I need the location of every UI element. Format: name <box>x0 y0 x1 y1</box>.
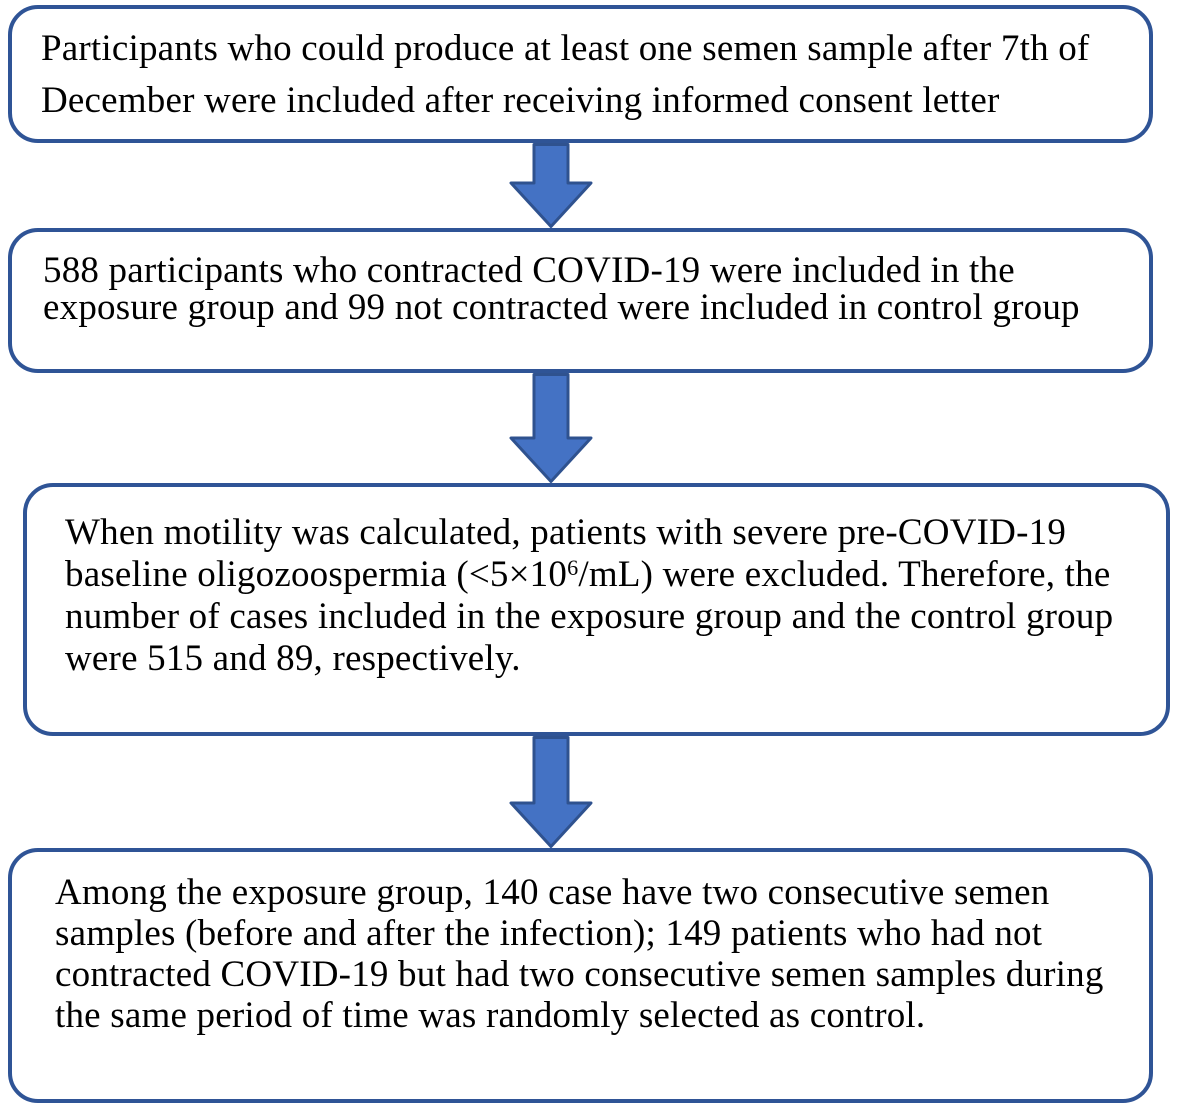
flow-step-grouping-text: 588 participants who contracted COVID-19… <box>43 250 1080 328</box>
flow-step-consecutive-samples: Among the exposure group, 140 case have … <box>8 848 1153 1103</box>
flow-step-exclusion: When motility was calculated, patients w… <box>23 483 1170 736</box>
down-arrow-icon <box>509 373 593 483</box>
text-segment-after-exponent: /mL) were excluded. Therefore, the numbe… <box>65 554 1114 679</box>
superscript-exponent: 6 <box>567 554 579 580</box>
down-arrow-shape <box>509 736 593 848</box>
down-arrow-icon <box>509 736 593 848</box>
flow-step-inclusion: Participants who could produce at least … <box>8 5 1153 143</box>
flow-step-inclusion-text: Participants who could produce at least … <box>41 28 1090 121</box>
flow-step-consecutive-samples-text: Among the exposure group, 140 case have … <box>55 872 1104 1036</box>
flow-step-exclusion-text: When motility was calculated, patients w… <box>65 512 1142 680</box>
flow-step-grouping: 588 participants who contracted COVID-19… <box>8 228 1153 373</box>
down-arrow-shape <box>509 373 593 483</box>
down-arrow-icon <box>509 143 593 228</box>
down-arrow-shape <box>509 143 593 228</box>
text-segment-before-exponent: When motility was calculated, patients w… <box>65 512 1067 595</box>
